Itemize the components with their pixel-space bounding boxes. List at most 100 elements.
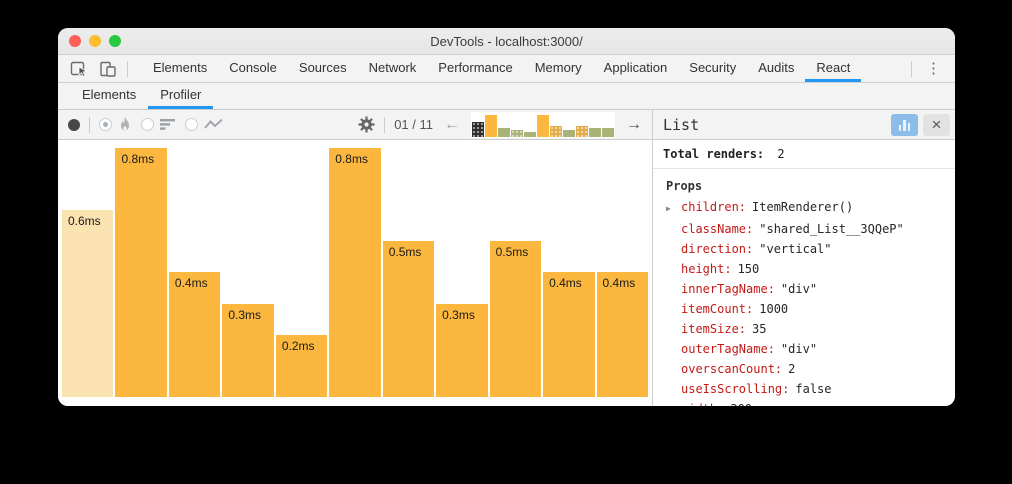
previous-snapshot-icon[interactable]: ← (444, 115, 460, 133)
snapshot-bar-3[interactable] (498, 127, 510, 137)
commit-bar-7[interactable]: 0.5ms (382, 241, 435, 397)
commit-bar-label: 0.8ms (335, 152, 368, 166)
flame-icon (118, 116, 132, 133)
commit-bar-label: 0.5ms (388, 245, 422, 259)
traffic-lights (69, 35, 121, 47)
commit-bar-9[interactable]: 0.5ms (489, 241, 542, 397)
tab-console[interactable]: Console (229, 59, 277, 75)
more-options-icon[interactable]: ⋮ (926, 60, 941, 77)
prop-row-itemSize: itemSize: 35 (666, 319, 955, 339)
commit-bar-5[interactable]: 0.2ms (275, 335, 328, 397)
prop-value: "shared_List__3QQeP" (759, 222, 904, 236)
tab-audits[interactable]: Audits (758, 59, 795, 75)
record-icon[interactable] (68, 118, 80, 131)
commit-bar-10[interactable]: 0.4ms (543, 272, 595, 397)
snapshot-bar-11[interactable] (602, 127, 614, 137)
minimize-window-button[interactable] (89, 35, 101, 47)
commit-bar-3[interactable]: 0.4ms (168, 272, 221, 397)
profiler-toolbar: 01 / 11 ← → (58, 110, 652, 140)
tab-performance[interactable]: Performance (438, 59, 513, 75)
commit-bar-1[interactable]: 0.6ms (62, 210, 114, 397)
commit-bar-11[interactable]: 0.4ms (596, 272, 648, 397)
tab-elements[interactable]: Elements (153, 59, 208, 75)
gear-icon[interactable] (358, 116, 375, 133)
snapshot-selector[interactable] (471, 111, 615, 138)
prop-value: "div" (780, 282, 818, 296)
component-name: List (663, 115, 700, 134)
close-window-button[interactable] (69, 35, 81, 47)
zoom-window-button[interactable] (109, 35, 121, 47)
line-chart-icon (204, 118, 224, 131)
snapshot-bar-8[interactable] (563, 129, 575, 137)
commit-bar-label: 0.4ms (602, 276, 636, 290)
commit-bar-2[interactable]: 0.8ms (115, 148, 167, 397)
prop-key: height: (681, 262, 732, 276)
commit-bar-4[interactable]: 0.3ms (222, 304, 274, 397)
commit-bar-label: 0.4ms (174, 276, 208, 290)
tab-react[interactable]: React (805, 55, 862, 82)
props-list: ▶ children: ItemRenderer() className: "share… (666, 197, 955, 406)
prop-value: "vertical" (759, 242, 832, 256)
flamegraph-mode-group (99, 116, 132, 133)
device-toolbar-icon[interactable] (99, 60, 117, 78)
close-panel-button[interactable]: × (923, 113, 950, 136)
snapshot-bar-6[interactable] (537, 114, 549, 137)
close-icon: × (931, 115, 942, 134)
prop-key: itemSize: (681, 322, 747, 336)
window-title: DevTools - localhost:3000/ (430, 33, 583, 49)
toolbar-divider (127, 60, 128, 77)
prop-value: ItemRenderer() (752, 200, 854, 214)
snapshot-bar-1[interactable] (472, 121, 484, 137)
interactions-mode-group (185, 118, 224, 131)
flamegraph-radio[interactable] (99, 118, 112, 131)
panel-header: List × (653, 110, 955, 140)
prop-row-height: height: 150 (666, 259, 955, 279)
record-divider (89, 116, 90, 133)
commit-bar-label: 0.6ms (68, 214, 101, 228)
prop-key: useIsScrolling: (681, 382, 790, 396)
prop-row-children: ▶ children: ItemRenderer() (666, 197, 955, 219)
snapshot-bar-9[interactable] (576, 125, 588, 137)
snapshot-bar-2[interactable] (485, 114, 497, 137)
commit-bar-label: 0.5ms (495, 245, 529, 259)
props-section: Props ▶ children: ItemRenderer() className:… (653, 169, 955, 406)
tab-application[interactable]: Application (603, 59, 668, 75)
panel-divider[interactable] (652, 110, 653, 406)
subtab-elements[interactable]: Elements (82, 87, 137, 102)
prop-row-innerTagName: innerTagName: "div" (666, 279, 955, 299)
prop-value: 35 (752, 322, 767, 336)
snapshot-bar-5[interactable] (524, 131, 536, 137)
tab-network[interactable]: Network (368, 59, 417, 75)
prop-value: 150 (737, 262, 760, 276)
subtab-profiler[interactable]: Profiler (148, 83, 214, 109)
commit-bar-label: 0.4ms (549, 276, 582, 290)
prop-row-itemCount: itemCount: 1000 (666, 299, 955, 319)
prop-row-className: className: "shared_List__3QQeP" (666, 219, 955, 239)
component-details-panel: List × Total renders: 2 Props (653, 110, 955, 406)
prop-key: overscanCount: (681, 362, 783, 376)
props-heading: Props (666, 179, 703, 193)
tab-memory[interactable]: Memory (534, 59, 582, 75)
total-renders-row: Total renders: 2 (653, 140, 955, 169)
commit-bar-6[interactable]: 0.8ms (329, 148, 381, 397)
prop-key: width: (681, 399, 724, 406)
tab-sources[interactable]: Sources (298, 59, 347, 75)
inspect-element-icon[interactable] (70, 59, 89, 78)
prop-row-width: width: 300 (666, 399, 955, 406)
snapshot-bar-4[interactable] (511, 129, 523, 137)
tab-security[interactable]: Security (689, 59, 737, 75)
commit-bar-label: 0.8ms (121, 152, 155, 166)
snapshot-bar-10[interactable] (589, 127, 601, 137)
commit-bar-label: 0.2ms (281, 339, 315, 353)
commit-bar-8[interactable]: 0.3ms (436, 304, 488, 397)
ranked-chart-icon (160, 118, 176, 131)
expand-icon[interactable]: ▶ (666, 204, 671, 213)
next-snapshot-icon[interactable]: → (626, 115, 642, 133)
panel-body: Total renders: 2 Props ▶ children: ItemRen… (653, 140, 955, 406)
interactions-radio[interactable] (185, 118, 198, 131)
commit-bar-label: 0.3ms (228, 308, 262, 322)
view-renders-button[interactable] (891, 113, 918, 136)
snapshot-bar-7[interactable] (550, 125, 562, 137)
ranked-radio[interactable] (141, 118, 154, 131)
menu-divider (911, 60, 912, 77)
